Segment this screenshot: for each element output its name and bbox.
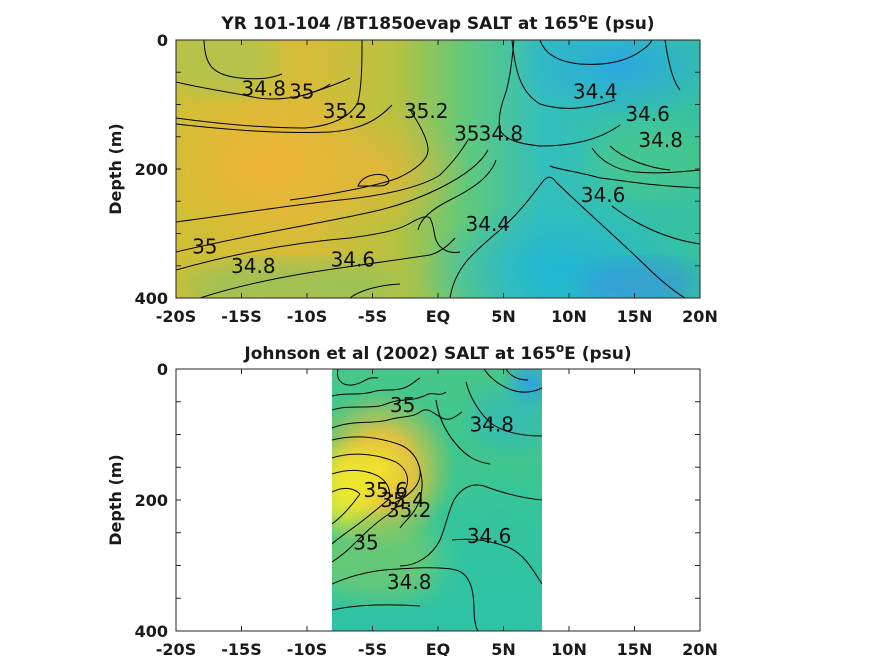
top-contour-label: 34.8: [242, 76, 287, 100]
top-x-tick-label: -5S: [358, 307, 387, 326]
bottom-contour-label: 35.6: [363, 478, 408, 502]
top-contour-label: 34.4: [466, 212, 511, 236]
top-x-axis: -20S -15S -10S -5S EQ 5N 10N 15N 20N: [156, 40, 718, 326]
top-y-tick-label: 200: [135, 160, 168, 179]
top-y-tick-label: 0: [157, 31, 168, 50]
bottom-contour-label: 35: [390, 393, 415, 417]
top-contour-label: 35: [289, 80, 314, 104]
bottom-x-axis: -20S -15S -10S -5S EQ 5N 10N 15N 20N: [156, 369, 718, 656]
top-x-tick-label: 20N: [682, 307, 718, 326]
bottom-contour-label: 34.8: [469, 413, 514, 437]
top-contour-label: 34.6: [331, 247, 376, 271]
bottom-contour-label: 35.4: [380, 488, 425, 512]
bottom-y-tick-label: 200: [135, 491, 168, 510]
top-contour-label: 35.2: [323, 99, 368, 123]
top-x-tick-label: 15N: [617, 307, 653, 326]
top-x-tick-label: EQ: [426, 307, 451, 326]
top-x-tick-label: 5N: [491, 307, 516, 326]
bottom-x-tick-label: EQ: [426, 640, 451, 656]
top-contour-lines: [176, 40, 700, 298]
top-x-tick-label: -15S: [221, 307, 261, 326]
top-x-tick-label: -20S: [156, 307, 196, 326]
bottom-contour-label: 34.6: [467, 524, 512, 548]
bottom-y-axis-label: Depth (m): [106, 454, 125, 546]
top-y-axis-label: Depth (m): [106, 123, 125, 215]
bottom-contour-label: 35: [353, 531, 378, 555]
top-x-tick-label: -10S: [287, 307, 327, 326]
bottom-y-tick-label: 0: [157, 360, 168, 379]
bottom-y-tick-label: 400: [135, 622, 168, 641]
top-contour-label: 34.8: [231, 254, 276, 278]
bottom-x-tick-label: -10S: [287, 640, 327, 656]
top-contour-label: 34.6: [581, 183, 626, 207]
bottom-x-tick-label: -5S: [358, 640, 387, 656]
bottom-contour-labels: 35 34.8 35.635.435.2 34.6 35 34.8: [353, 393, 514, 594]
bottom-x-tick-label: -20S: [156, 640, 196, 656]
top-y-axis: 0 200 400: [135, 31, 700, 308]
top-contour-label: 34.6: [625, 102, 670, 126]
top-contour-label: 34.8: [479, 122, 524, 146]
bottom-chart-title: Johnson et al (2002) SALT at 165oE (psu): [243, 341, 631, 364]
bottom-y-axis: 0 200 400: [135, 360, 700, 641]
top-x-tick-label: 10N: [551, 307, 587, 326]
bottom-chart-panel: 35 34.8 35.635.435.2 34.6 35 34.8 -20S -15S -10…: [106, 341, 718, 656]
bottom-contour-label: 35.2: [387, 498, 432, 522]
bottom-salinity-shading: 35 34.8 35.635.435.2 34.6 35 34.8: [332, 369, 542, 631]
top-contour-label: 35: [192, 234, 217, 258]
top-contour-label: 35: [454, 122, 479, 146]
bottom-x-tick-label: 15N: [617, 640, 653, 656]
bottom-x-tick-label: 5N: [491, 640, 516, 656]
top-contour-label: 35.2: [404, 99, 449, 123]
bottom-x-tick-label: 20N: [682, 640, 718, 656]
top-chart-title: YR 101-104 /BT1850evap SALT at 165oE (ps…: [220, 11, 654, 34]
top-y-tick-label: 400: [135, 289, 168, 308]
top-contour-label: 34.8: [638, 128, 683, 152]
bottom-x-tick-label: -15S: [221, 640, 261, 656]
bottom-contour-lines: [332, 369, 542, 631]
top-contour-label: 34.4: [573, 80, 618, 104]
bottom-x-tick-label: 10N: [551, 640, 587, 656]
bottom-contour-label: 34.8: [387, 570, 432, 594]
